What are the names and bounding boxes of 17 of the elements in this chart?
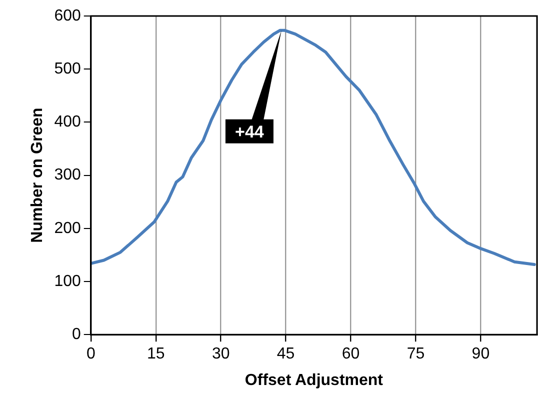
y-tick-label: 100 <box>54 272 81 290</box>
x-tick-label: 15 <box>146 346 165 363</box>
x-tick-label: 0 <box>86 346 96 363</box>
x-tick-label: 60 <box>342 346 360 363</box>
y-tick-label: 200 <box>54 220 81 237</box>
x-tick-label: 90 <box>472 346 490 363</box>
y-tick-label: 300 <box>54 166 81 184</box>
x-tick-label: 75 <box>406 346 425 363</box>
x-tick-label: 30 <box>212 346 230 363</box>
y-tick-label: 0 <box>72 326 81 344</box>
y-tick-label: 600 <box>54 7 81 24</box>
y-axis-title: Number on Green <box>29 108 46 243</box>
x-axis-title: Offset Adjustment <box>244 372 384 389</box>
y-tick-label: 500 <box>54 60 81 78</box>
annotation: +44 <box>235 122 264 142</box>
x-tick-label: 45 <box>276 346 295 363</box>
y-tick-label: 400 <box>54 114 81 131</box>
